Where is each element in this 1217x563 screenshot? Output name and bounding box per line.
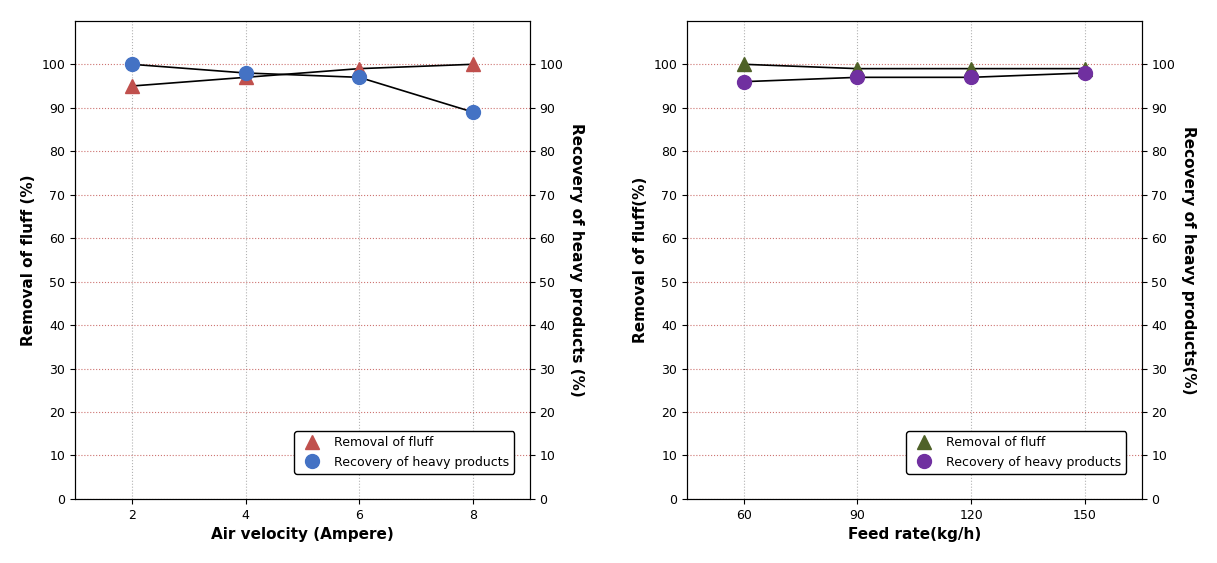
- Y-axis label: Recovery of heavy products(%): Recovery of heavy products(%): [1182, 126, 1196, 394]
- Removal of fluff: [1077, 65, 1092, 72]
- Removal of fluff: [736, 61, 751, 68]
- Line: Recovery of heavy products: Recovery of heavy products: [125, 57, 479, 119]
- Line: Removal of fluff: Removal of fluff: [125, 57, 479, 93]
- Recovery of heavy products: [239, 70, 253, 77]
- Removal of fluff: [124, 83, 139, 90]
- Recovery of heavy products: [851, 74, 865, 81]
- Removal of fluff: [466, 61, 481, 68]
- Line: Recovery of heavy products: Recovery of heavy products: [736, 66, 1092, 88]
- Recovery of heavy products: [964, 74, 978, 81]
- Recovery of heavy products: [124, 61, 139, 68]
- X-axis label: Feed rate(kg/h): Feed rate(kg/h): [848, 527, 981, 542]
- Recovery of heavy products: [352, 74, 366, 81]
- Removal of fluff: [851, 65, 865, 72]
- Y-axis label: Removal of fluff (%): Removal of fluff (%): [21, 174, 35, 346]
- Y-axis label: Removal of fluff(%): Removal of fluff(%): [633, 177, 647, 343]
- X-axis label: Air velocity (Ampere): Air velocity (Ampere): [211, 527, 394, 542]
- Legend: Removal of fluff, Recovery of heavy products: Removal of fluff, Recovery of heavy prod…: [295, 431, 515, 473]
- Line: Removal of fluff: Removal of fluff: [736, 57, 1092, 75]
- Legend: Removal of fluff, Recovery of heavy products: Removal of fluff, Recovery of heavy prod…: [907, 431, 1127, 473]
- Recovery of heavy products: [1077, 70, 1092, 77]
- Recovery of heavy products: [466, 109, 481, 115]
- Recovery of heavy products: [736, 78, 751, 85]
- Removal of fluff: [964, 65, 978, 72]
- Removal of fluff: [352, 65, 366, 72]
- Y-axis label: Recovery of heavy products (%): Recovery of heavy products (%): [570, 123, 584, 397]
- Removal of fluff: [239, 74, 253, 81]
